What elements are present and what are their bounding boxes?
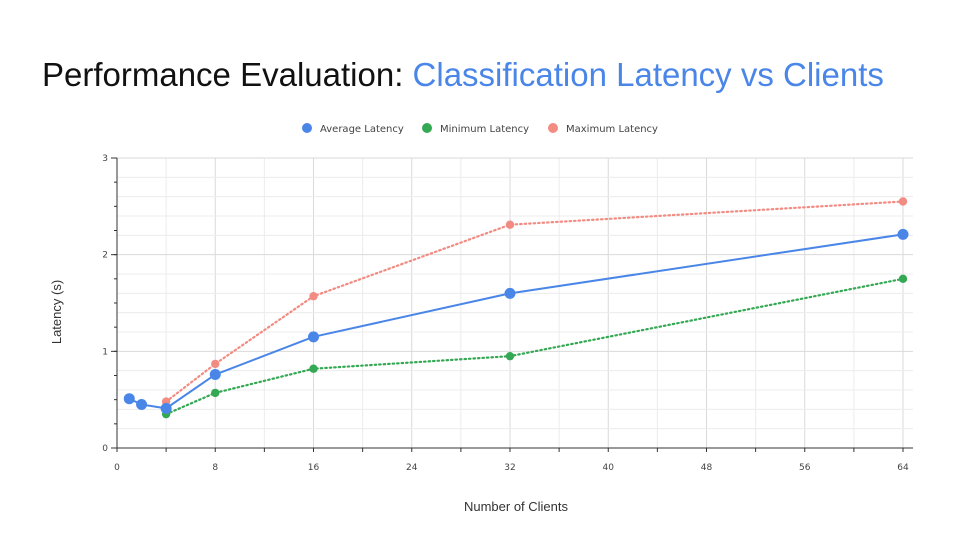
- y-tick-label: 1: [102, 347, 108, 357]
- maximum-latency-point: [309, 292, 318, 301]
- minimum-latency-point: [505, 351, 515, 361]
- legend-label-average-latency: Average Latency: [320, 124, 404, 135]
- average-latency-point: [308, 331, 319, 343]
- x-tick-label: 0: [114, 463, 120, 473]
- x-tick-label: 8: [212, 463, 218, 473]
- minimum-latency-point: [309, 364, 318, 373]
- legend-label-maximum-latency: Maximum Latency: [566, 124, 658, 135]
- average-latency-point: [209, 369, 221, 381]
- minimum-latency-line: [165, 277, 905, 416]
- minimum-latency-point: [898, 274, 908, 284]
- y-tick-label: 0: [102, 444, 108, 454]
- average-latency-point: [136, 399, 148, 410]
- maximum-latency-point: [898, 197, 908, 206]
- x-axis-label: Number of Clients: [464, 499, 569, 514]
- axes-layer: 0 1 2 3 0 8 16 24 32 40 48 56 64: [102, 154, 913, 473]
- x-tick-label: 48: [701, 463, 713, 473]
- series-layer: [123, 197, 909, 419]
- x-tick-label: 56: [799, 463, 811, 473]
- title-highlight: Classification Latency vs Clients: [412, 56, 884, 93]
- legend-marker-average-latency: [302, 123, 312, 133]
- x-tick-label: 40: [603, 463, 615, 473]
- maximum-latency-point: [505, 220, 515, 229]
- legend-label-minimum-latency: Minimum Latency: [440, 124, 529, 135]
- legend: Average Latency Minimum Latency Maximum La…: [302, 123, 658, 135]
- average-latency-point: [160, 402, 172, 414]
- title-prefix: Performance Evaluation:: [42, 56, 413, 93]
- average-latency-point: [897, 228, 909, 240]
- x-tick-label: 16: [308, 463, 320, 473]
- legend-marker-minimum-latency: [422, 123, 432, 133]
- grid-layer: [116, 157, 913, 449]
- average-latency-point: [123, 393, 135, 405]
- legend-marker-maximum-latency: [548, 123, 558, 133]
- maximum-latency-point: [211, 359, 220, 369]
- x-tick-label: 24: [406, 463, 418, 473]
- y-axis-label: Latency (s): [49, 280, 64, 344]
- average-latency-point: [504, 287, 516, 299]
- average-latency-line: [128, 233, 904, 410]
- x-tick-label: 64: [897, 463, 909, 473]
- minimum-latency-point: [211, 388, 220, 398]
- y-tick-label: 3: [102, 154, 108, 164]
- x-tick-label: 32: [504, 463, 515, 473]
- y-tick-label: 2: [102, 251, 108, 261]
- slide-title: Performance Evaluation: Classification L…: [42, 56, 884, 94]
